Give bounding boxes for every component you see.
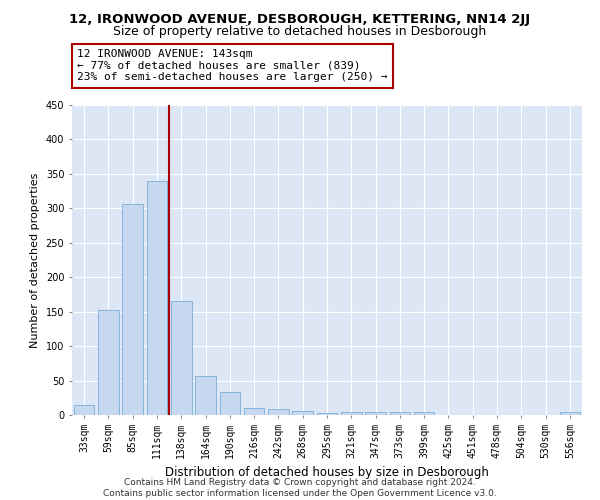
Text: 12, IRONWOOD AVENUE, DESBOROUGH, KETTERING, NN14 2JJ: 12, IRONWOOD AVENUE, DESBOROUGH, KETTERI… <box>70 12 530 26</box>
Bar <box>244 408 265 415</box>
Bar <box>292 411 313 415</box>
Bar <box>341 412 362 415</box>
Bar <box>146 181 167 415</box>
Bar <box>365 412 386 415</box>
Bar <box>560 412 580 415</box>
X-axis label: Distribution of detached houses by size in Desborough: Distribution of detached houses by size … <box>165 466 489 479</box>
Bar <box>317 413 337 415</box>
Y-axis label: Number of detached properties: Number of detached properties <box>30 172 40 348</box>
Bar <box>414 412 434 415</box>
Text: Size of property relative to detached houses in Desborough: Size of property relative to detached ho… <box>113 25 487 38</box>
Bar <box>195 376 216 415</box>
Bar <box>389 412 410 415</box>
Text: Contains HM Land Registry data © Crown copyright and database right 2024.
Contai: Contains HM Land Registry data © Crown c… <box>103 478 497 498</box>
Bar <box>98 310 119 415</box>
Bar <box>74 404 94 415</box>
Bar <box>122 204 143 415</box>
Bar <box>171 300 191 415</box>
Bar <box>268 410 289 415</box>
Text: 12 IRONWOOD AVENUE: 143sqm
← 77% of detached houses are smaller (839)
23% of sem: 12 IRONWOOD AVENUE: 143sqm ← 77% of deta… <box>77 49 388 82</box>
Bar <box>220 392 240 415</box>
